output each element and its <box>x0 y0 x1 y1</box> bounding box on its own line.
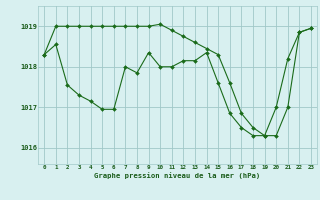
X-axis label: Graphe pression niveau de la mer (hPa): Graphe pression niveau de la mer (hPa) <box>94 172 261 179</box>
